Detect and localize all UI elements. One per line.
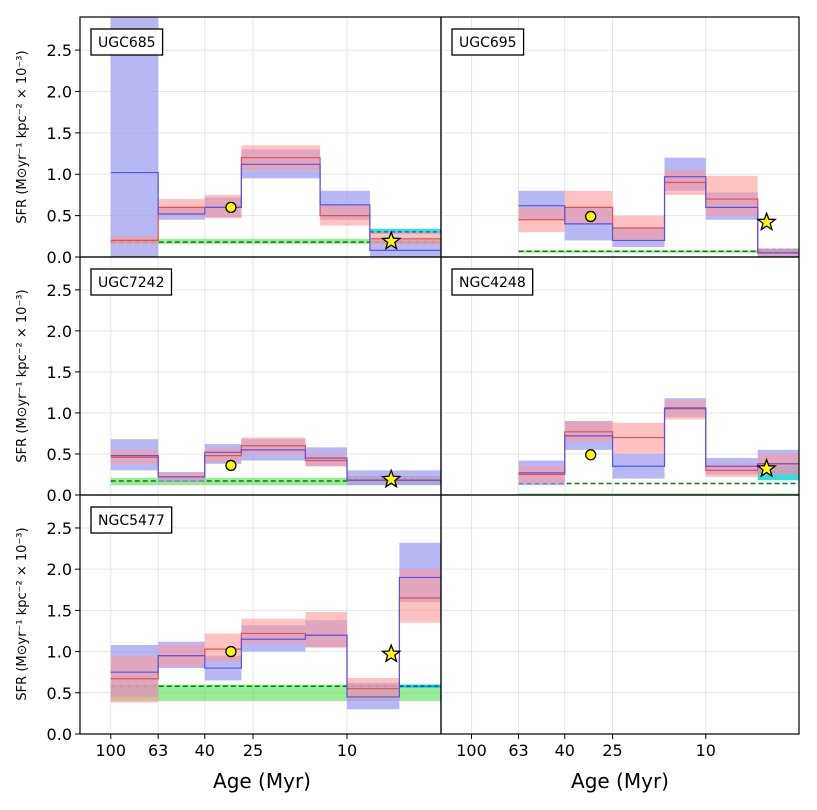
circle-marker	[225, 645, 237, 658]
y-tick-label: 2.5	[47, 281, 72, 300]
panel-ugc685: 0.0 0.5 1.0 1.5 2.0 2.5 UGC685	[47, 16, 442, 267]
panel-ugc7242: 0.0 0.5 1.0 1.5 2.0 2.5 UGC7242	[47, 256, 442, 505]
circle-marker	[225, 459, 237, 472]
y-tick-label: 2.0	[47, 560, 72, 579]
star-marker	[380, 468, 402, 489]
x-tick-label: 100	[96, 741, 127, 760]
panel-frame	[440, 494, 800, 735]
x-tick-label: 63	[508, 741, 528, 760]
y-tick-label: 1.0	[47, 165, 72, 184]
x-tick-label: 63	[148, 741, 168, 760]
data-layer	[110, 17, 441, 257]
y-tick-label: 2.5	[47, 519, 72, 538]
y-tick-label: 1.0	[47, 643, 72, 662]
y-tick-label: 1.0	[47, 404, 72, 423]
x-tick-label: 25	[602, 741, 622, 760]
blue-step-line	[518, 176, 799, 254]
y-axis-label-row2: SFR (M⊙yr⁻¹ kpc⁻² × 10⁻³)	[15, 289, 30, 462]
blue-step-line	[110, 449, 441, 481]
y-tick-label: 0.0	[47, 486, 72, 505]
red-uncertainty-band	[664, 400, 706, 420]
x-axis-label-left: Age (Myr)	[213, 769, 311, 793]
cyan-band	[369, 228, 441, 234]
green-band	[518, 493, 799, 495]
y-tick-label: 2.0	[47, 82, 72, 101]
panel-name: UGC695	[459, 35, 517, 51]
red-uncertainty-band	[612, 422, 665, 454]
blue-uncertainty-band	[110, 17, 159, 257]
panel-name: NGC5477	[98, 513, 165, 529]
blue-step-line	[110, 163, 441, 251]
x-tick-label: 100	[456, 741, 487, 760]
red-uncertainty-band	[305, 612, 348, 648]
y-tick-label: 1.5	[47, 363, 72, 382]
y-tick-label: 0.5	[47, 445, 72, 464]
panel-name-box	[90, 506, 173, 534]
y-tick-label: 0.5	[47, 684, 72, 703]
y-tick-label: 0.0	[47, 725, 72, 744]
red-uncertainty-band	[399, 569, 441, 623]
red-uncertainty-band	[204, 633, 242, 662]
star-marker	[756, 457, 777, 478]
panel-ngc4248: NGC4248	[440, 256, 800, 496]
data-layer	[518, 157, 799, 257]
blue-step-line	[110, 576, 441, 698]
y-tick-label: 2.0	[47, 322, 72, 341]
circle-marker	[585, 449, 597, 461]
green-band	[110, 238, 441, 244]
x-tick-label: 10	[696, 741, 716, 760]
x-tick-label: 40	[555, 741, 575, 760]
red-uncertainty-band	[705, 175, 758, 216]
x-tick-label: 40	[195, 741, 215, 760]
panel-name: UGC685	[98, 35, 156, 51]
y-axis-label-row1: SFR (M⊙yr⁻¹ kpc⁻² × 10⁻³)	[15, 50, 30, 223]
y-tick-label: 0.5	[47, 207, 72, 226]
star-marker	[380, 643, 402, 663]
circle-marker	[225, 201, 237, 213]
circle-marker	[585, 210, 597, 223]
x-tick-label: 10	[337, 741, 357, 760]
panel-empty: 100 63 40 25 10	[440, 494, 800, 760]
y-tick-label: 1.5	[47, 124, 72, 143]
green-band	[110, 477, 441, 486]
panel-name: NGC4248	[459, 275, 526, 291]
data-layer	[110, 542, 441, 710]
cyan-band	[399, 684, 441, 688]
panel-name-box	[451, 268, 534, 296]
panel-name: UGC7242	[98, 275, 165, 291]
panels-group: 0.0 0.5 1.0 1.5 2.0 2.5 UGC685 UGC695 0.0 0.5 1.0 1…	[47, 16, 800, 760]
y-axis-label-row3: SFR (M⊙yr⁻¹ kpc⁻² × 10⁻³)	[15, 527, 30, 700]
star-marker	[756, 211, 777, 232]
y-tick-label: 0.0	[47, 248, 72, 267]
y-tick-label: 1.5	[47, 601, 72, 620]
y-tick-label: 2.5	[47, 41, 72, 60]
star-marker	[380, 230, 402, 251]
panel-ngc5477: 0.0 0.5 1.0 1.5 2.0 2.5 100 63 40 25 10 NGC5477	[47, 494, 442, 760]
panel-ugc695: UGC695	[440, 16, 800, 258]
panel-name-box	[451, 28, 525, 56]
x-axis-label-right: Age (Myr)	[571, 769, 669, 793]
panel-name-box	[90, 268, 173, 296]
grid	[441, 495, 799, 735]
panel-name-box	[90, 28, 164, 56]
x-tick-label: 25	[243, 741, 263, 760]
